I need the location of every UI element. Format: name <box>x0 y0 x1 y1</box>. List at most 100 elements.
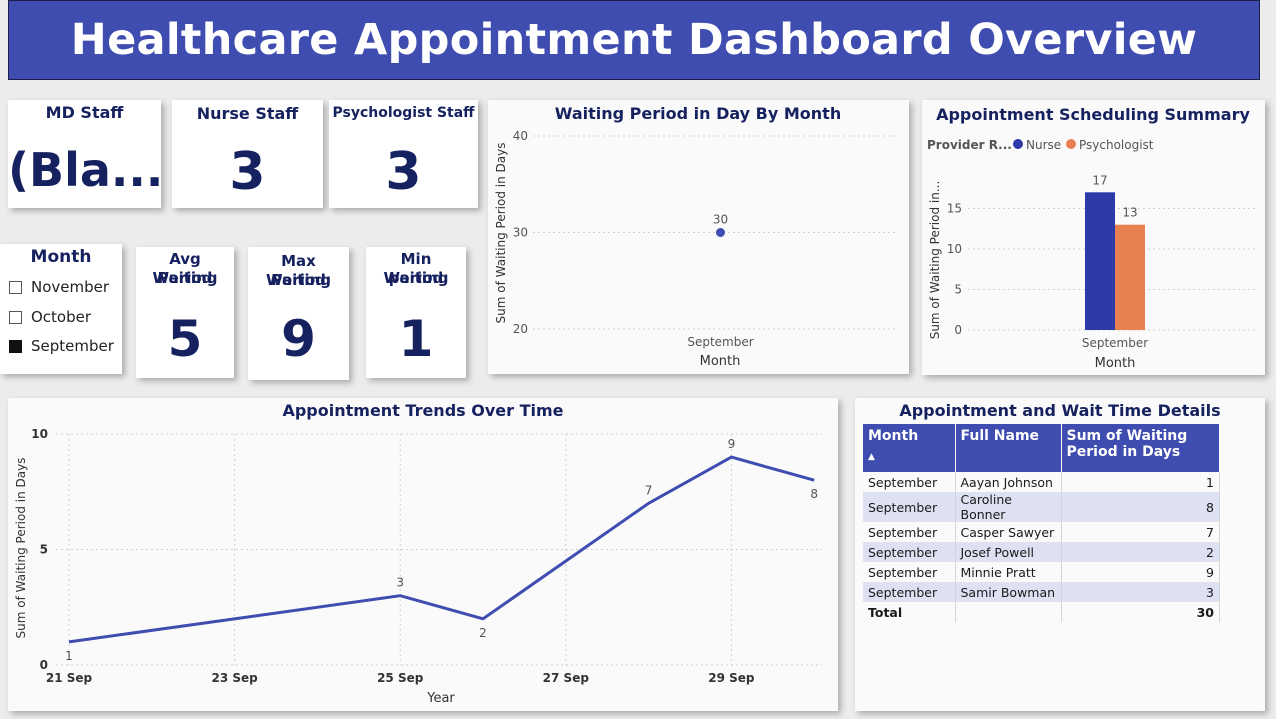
scheduling-summary-plot: 0 5 10 15 17 13 September <box>947 173 1258 350</box>
data-point <box>716 228 725 237</box>
scheduling-summary-card[interactable]: Appointment Scheduling Summary Provider … <box>922 100 1265 375</box>
table-row[interactable]: September Samir Bowman 3 <box>863 582 1220 602</box>
data-label: 1 <box>65 649 73 663</box>
waiting-by-month-card[interactable]: Waiting Period in Day By Month 20 30 40 30 S… <box>488 100 909 374</box>
nurse-staff-card[interactable]: Nurse Staff 3 <box>172 100 323 208</box>
col-header-full-name[interactable]: Full Name <box>955 424 1062 472</box>
min-waiting-value: 1 <box>398 310 434 368</box>
md-staff-label: MD Staff <box>45 103 124 122</box>
psychologist-staff-card[interactable]: Psychologist Staff 3 <box>329 100 478 208</box>
avg-waiting-label-line1: Avg Waiting <box>152 250 218 287</box>
y-tick-label: 15 <box>947 202 962 216</box>
scheduling-summary-xlabel: Month <box>1095 356 1136 371</box>
table-row[interactable]: September Josef Powell 2 <box>863 542 1220 562</box>
bar-psychologist <box>1115 224 1145 330</box>
details-card[interactable]: Appointment and Wait Time Details Month … <box>855 398 1265 711</box>
bar-value-label: 17 <box>1092 173 1107 187</box>
legend-psychologist-label[interactable]: Psychologist <box>1079 138 1154 152</box>
nurse-staff-value: 3 <box>229 142 266 202</box>
col-header-month[interactable]: Month ▲ <box>863 424 956 472</box>
avg-waiting-value: 5 <box>167 310 203 368</box>
cell-waiting: 3 <box>1061 582 1220 602</box>
cell-month: September <box>863 542 956 562</box>
legend-psychologist-marker <box>1066 139 1076 149</box>
y-tick-label: 10 <box>31 427 48 441</box>
legend-nurse-label[interactable]: Nurse <box>1026 138 1061 152</box>
table-row[interactable]: September Aayan Johnson 1 <box>863 472 1220 492</box>
data-label: 3 <box>396 576 404 590</box>
max-waiting-label-line2: Period <box>271 271 326 289</box>
month-slicer-title: Month <box>30 247 92 267</box>
trends-plot: 0 5 10 21 Sep 23 Sep 25 Sep 27 Sep 29 Sep 1 3 2 7 9 8 <box>31 427 822 685</box>
cell-month: September <box>863 562 956 582</box>
table-row[interactable]: September Minnie Pratt 9 <box>863 562 1220 582</box>
bar-nurse <box>1085 192 1115 330</box>
details-header-row: Month ▲ Full Name Sum of Waiting Period … <box>863 424 1220 472</box>
cell-month: September <box>863 582 956 602</box>
cell-full-name: Samir Bowman <box>955 582 1062 602</box>
cell-waiting: 1 <box>1061 472 1220 492</box>
y-tick-label: 20 <box>513 322 528 336</box>
y-tick-label: 5 <box>954 283 962 297</box>
legend-title: Provider R... <box>927 138 1012 152</box>
october-checkbox[interactable] <box>9 310 22 324</box>
y-tick-label: 0 <box>40 658 48 672</box>
x-tick-label: September <box>687 335 753 349</box>
cell-waiting: 8 <box>1061 492 1220 522</box>
col-header-full-name-label: Full Name <box>960 428 1040 444</box>
september-checkbox[interactable] <box>9 339 22 353</box>
x-tick-label: 29 Sep <box>708 671 755 685</box>
sort-ascending-icon[interactable]: ▲ <box>868 452 875 462</box>
waiting-by-month-chart: Waiting Period in Day By Month 20 30 40 30 S… <box>494 104 898 369</box>
x-tick-label: 25 Sep <box>377 671 424 685</box>
month-option-october[interactable]: October <box>9 308 91 326</box>
trends-title: Appointment Trends Over Time <box>282 401 563 420</box>
table-row[interactable]: September Caroline Bonner 8 <box>863 492 1220 522</box>
bar-value-label: 13 <box>1122 206 1137 220</box>
data-label: 2 <box>479 626 487 640</box>
max-waiting-card[interactable]: Max Waiting Period 9 <box>248 247 349 380</box>
x-tick-label: 27 Sep <box>543 671 590 685</box>
dashboard-header: Healthcare Appointment Dashboard Overvie… <box>8 0 1260 80</box>
y-tick-label: 40 <box>513 129 528 143</box>
cell-waiting: 7 <box>1061 522 1220 542</box>
waiting-by-month-xlabel: Month <box>700 354 741 369</box>
x-tick-label: September <box>1082 336 1148 350</box>
trends-card[interactable]: Appointment Trends Over Time 0 5 10 21 Sep 2… <box>8 398 838 711</box>
max-waiting-label-line1: Max Waiting <box>265 252 331 289</box>
month-option-november[interactable]: November <box>9 278 109 296</box>
cell-full-name: Josef Powell <box>955 542 1062 562</box>
month-slicer[interactable]: Month November October September <box>0 244 122 374</box>
cell-full-name: Minnie Pratt <box>955 562 1062 582</box>
november-checkbox[interactable] <box>9 280 22 294</box>
max-waiting-value: 9 <box>281 310 316 368</box>
y-tick-label: 10 <box>947 242 962 256</box>
scheduling-summary-ylabel: Sum of Waiting Period in... <box>928 181 942 340</box>
cell-waiting: 2 <box>1061 542 1220 562</box>
total-label: Total <box>863 602 956 622</box>
trend-line <box>68 455 815 644</box>
data-label: 9 <box>728 437 736 451</box>
col-header-waiting[interactable]: Sum of Waiting Period in Days <box>1061 424 1220 472</box>
waiting-by-month-title: Waiting Period in Day By Month <box>555 104 841 123</box>
md-staff-card[interactable]: MD Staff (Bla... <box>8 100 163 208</box>
min-waiting-card[interactable]: Min Waiting period 1 <box>366 247 466 378</box>
month-option-september[interactable]: September <box>9 337 114 355</box>
october-label: October <box>31 308 92 326</box>
psychologist-staff-label: Psychologist Staff <box>332 105 475 121</box>
november-label: November <box>31 278 110 296</box>
table-row[interactable]: September Casper Sawyer 7 <box>863 522 1220 542</box>
psychologist-staff-value: 3 <box>385 142 422 202</box>
col-header-waiting-label: Sum of Waiting Period in Days <box>1066 428 1188 460</box>
avg-waiting-label-line2: Period <box>157 269 213 287</box>
min-waiting-label-line2: period <box>388 269 444 287</box>
cell-month: September <box>863 522 956 542</box>
total-value: 30 <box>1061 602 1220 622</box>
trends-ylabel: Sum of Waiting Period in Days <box>14 458 28 639</box>
table-total-row: Total 30 <box>863 602 1220 622</box>
trends-chart: Appointment Trends Over Time 0 5 10 21 Sep 2… <box>14 401 822 706</box>
col-header-month-label: Month <box>868 428 919 444</box>
data-label: 8 <box>810 487 818 501</box>
x-tick-label: 21 Sep <box>46 671 93 685</box>
avg-waiting-card[interactable]: Avg Waiting Period 5 <box>136 247 234 378</box>
